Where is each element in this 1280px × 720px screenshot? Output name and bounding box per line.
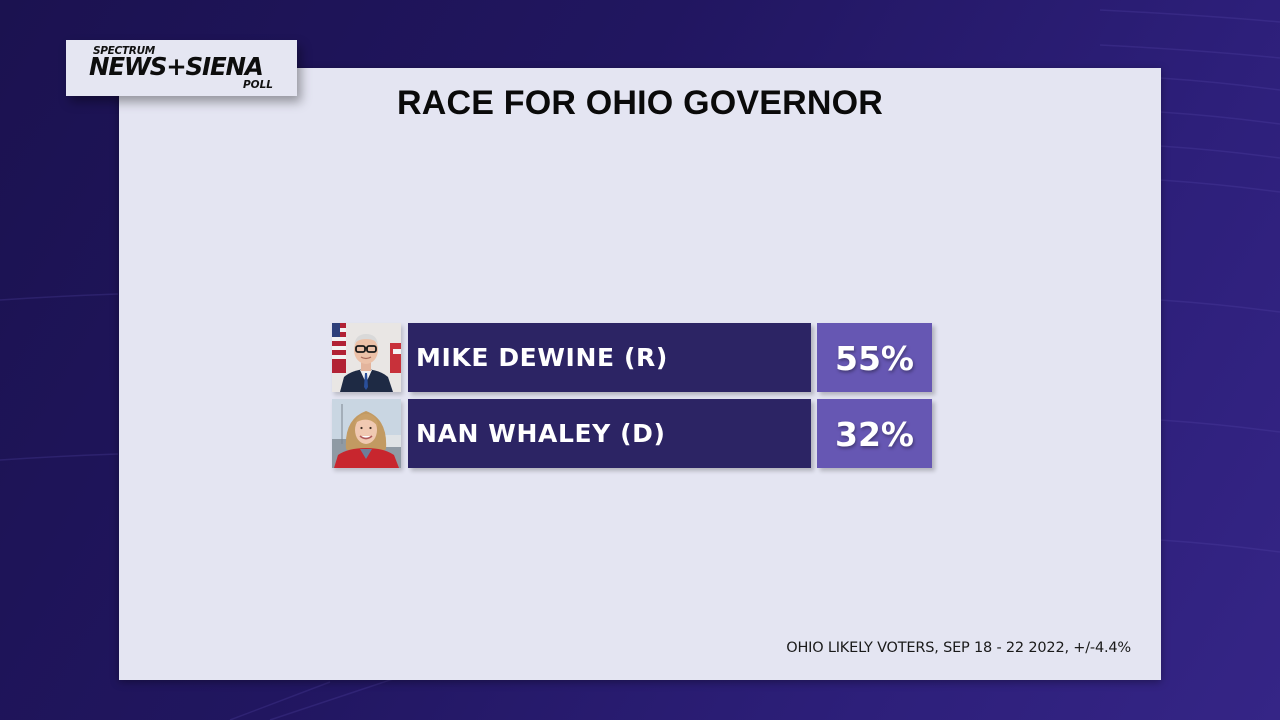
logo-news-siena-text: NEWS+SIENA [89,52,264,81]
logo-poll-text: POLL [242,79,273,91]
poll-footnote: OHIO LIKELY VOTERS, SEP 18 - 22 2022, +/… [786,640,1131,656]
candidate-name-bar: MIKE DEWINE (R) [408,323,811,392]
candidate-percent: 32% [835,415,914,454]
candidate-photo-whaley-icon [332,399,401,468]
candidate-name: MIKE DEWINE (R) [416,343,668,372]
candidate-photo-dewine-icon [332,323,401,392]
candidate-percent: 55% [835,339,914,378]
graphic-title-text: RACE FOR OHIO GOVERNOR [396,84,884,122]
logo-spectrum-text: SPECTRUM [93,45,155,57]
candidate-name-bar: NAN WHALEY (D) [408,399,811,468]
spectrum-news-siena-poll-logo: SPECTRUM NEWS+SIENA POLL [66,40,297,96]
graphic-title: RACE FOR OHIO GOVERNOR [0,84,1280,123]
candidate-percent-box: 32% [817,399,932,468]
candidate-name: NAN WHALEY (D) [416,419,666,448]
candidate-percent-box: 55% [817,323,932,392]
